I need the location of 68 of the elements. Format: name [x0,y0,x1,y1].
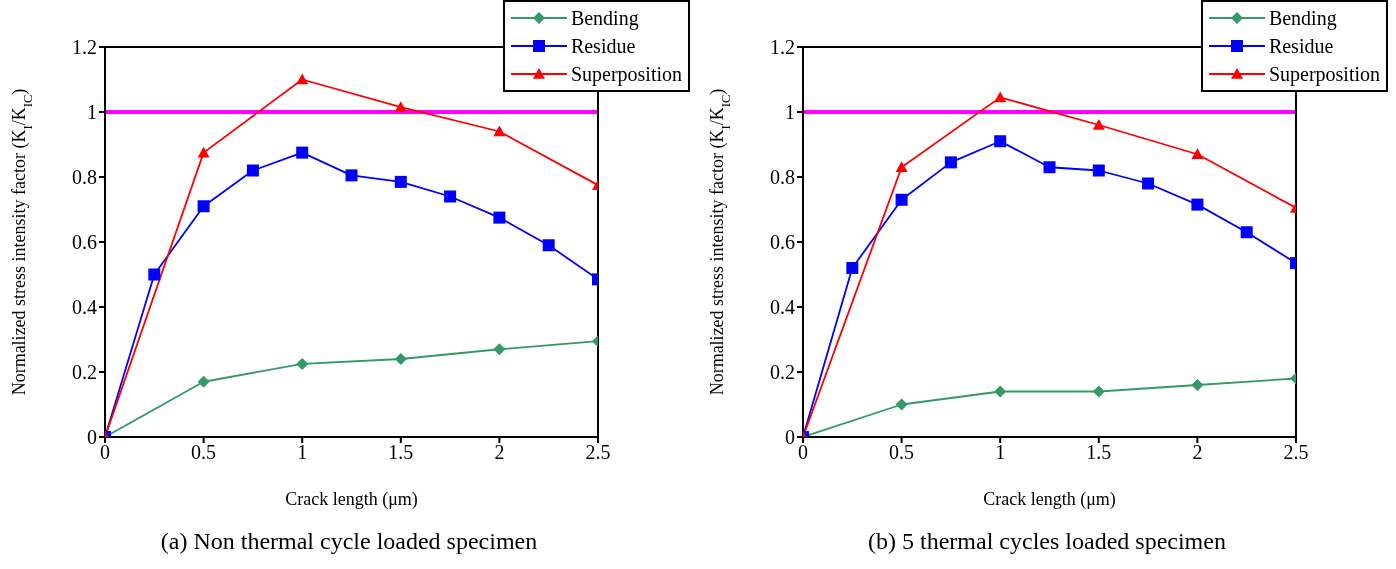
point [493,343,506,356]
x-tick-label: 2 [494,441,505,464]
y-tick-label: 0 [87,426,97,449]
point [994,135,1007,148]
point [1142,177,1155,190]
point [1191,198,1204,211]
legend-label: Bending [1268,6,1337,32]
y-tick-label: 0.2 [770,361,795,384]
y-tick-label: 0 [785,426,795,449]
point [1092,119,1105,130]
y-tick-label: 0.8 [770,166,795,189]
point [197,200,210,213]
y-tick-label: 0.6 [72,231,97,254]
point [197,375,210,388]
y-tick-label: 0.4 [72,296,97,319]
point [197,146,210,158]
x-tick-label: 0.5 [889,441,915,464]
y-tick-label: 1 [87,101,97,124]
y-tick-label: 1.2 [770,36,795,59]
point [394,101,407,112]
point [994,385,1007,398]
text: (b) 5 thermal cycles loaded specimen [867,528,1227,555]
point [846,262,859,274]
x-tick-label: 2.5 [1283,441,1309,464]
point [944,156,957,169]
y-tick-label: 0.8 [72,166,97,189]
point [1043,161,1056,174]
point [1092,385,1105,398]
point [246,164,259,177]
point [394,353,407,365]
x-axis-title: Crack length (μm) [285,489,418,510]
x-tick-label: 2.5 [585,441,611,464]
point [345,169,358,182]
y-tick-label: 0.2 [72,361,97,384]
y-tick-label: 1.2 [72,36,97,59]
point [895,161,908,173]
point [493,125,506,137]
point [394,175,407,188]
x-tick-label: 1 [297,441,308,464]
x-tick-label: 0.5 [191,441,217,464]
legend-label: Bending [570,6,639,32]
point [994,91,1007,103]
point [1240,226,1253,239]
y-tick-label: 0.6 [770,231,795,254]
legend-label: Superposition [1268,62,1380,88]
point [493,211,506,224]
point [1092,164,1105,177]
x-tick-label: 2 [1192,441,1203,464]
legend-label: Residue [1268,34,1334,59]
legend-label: Residue [570,34,636,59]
point [148,268,161,281]
point [1191,379,1204,391]
x-tick-label: 1 [995,441,1006,464]
y-tick-label: 1 [785,101,795,124]
point [444,190,457,203]
point [296,73,309,85]
point [895,398,908,411]
x-axis-title: Crack length (μm) [983,489,1116,510]
legend-label: Superposition [570,62,682,88]
point [1191,148,1204,160]
point [296,146,309,159]
point [542,239,555,252]
y-tick-label: 0.4 [770,296,795,319]
x-tick-label: 1.5 [388,441,414,464]
point [296,357,309,370]
x-tick-label: 1.5 [1086,441,1112,464]
text: (a) Non thermal cycle loaded specimen [159,528,539,555]
point [895,193,908,206]
